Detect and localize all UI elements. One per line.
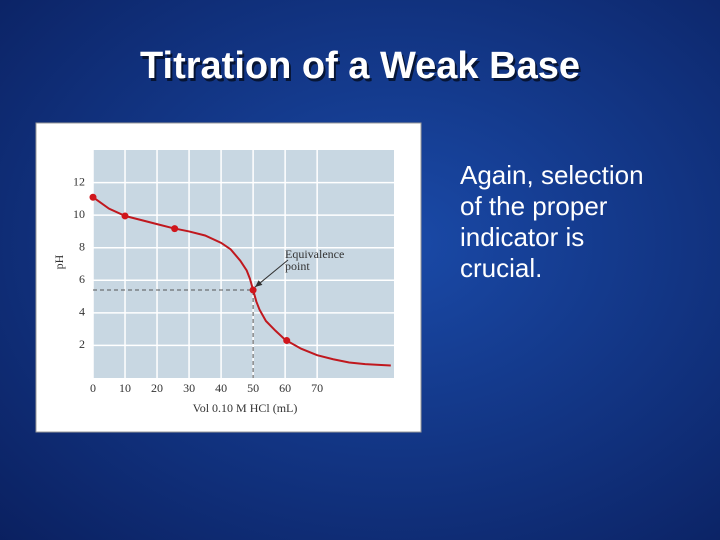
y-tick-label: 2: [79, 337, 85, 351]
data-point: [283, 337, 291, 345]
data-point: [89, 193, 97, 201]
slide-title: Titration of a Weak Base: [140, 45, 580, 87]
equivalence-guide: [93, 289, 254, 378]
titration-curve: [92, 196, 391, 367]
x-tick-label: 20: [151, 381, 163, 395]
x-tick-label: 10: [119, 381, 131, 395]
x-tick-label: 0: [90, 381, 96, 395]
annotation-arrow: [254, 259, 289, 288]
body-text: indicator is: [460, 222, 584, 252]
data-point: [249, 286, 257, 294]
data-point: [171, 225, 179, 233]
x-axis-label: Vol 0.10 M HCl (mL): [193, 401, 298, 415]
body-text: Again, selection: [460, 160, 644, 190]
title-shadow: Titration of a Weak Base: [142, 48, 582, 90]
x-tick-label: 70: [311, 381, 323, 395]
y-tick-label: 6: [79, 272, 85, 286]
body-text: crucial.: [460, 253, 542, 283]
annotation-text: point: [285, 259, 310, 273]
x-tick-label: 50: [247, 381, 259, 395]
y-tick-label: 12: [73, 174, 85, 188]
y-axis-label: pH: [52, 254, 66, 269]
body-text: of the proper: [460, 191, 608, 221]
y-tick-label: 8: [79, 239, 85, 253]
y-tick-label: 10: [73, 207, 85, 221]
annotation-text: Equivalence: [285, 247, 344, 261]
x-tick-label: 30: [183, 381, 195, 395]
x-tick-label: 40: [215, 381, 227, 395]
x-tick-label: 60: [279, 381, 291, 395]
y-tick-label: 4: [79, 305, 85, 319]
data-point: [121, 212, 129, 220]
